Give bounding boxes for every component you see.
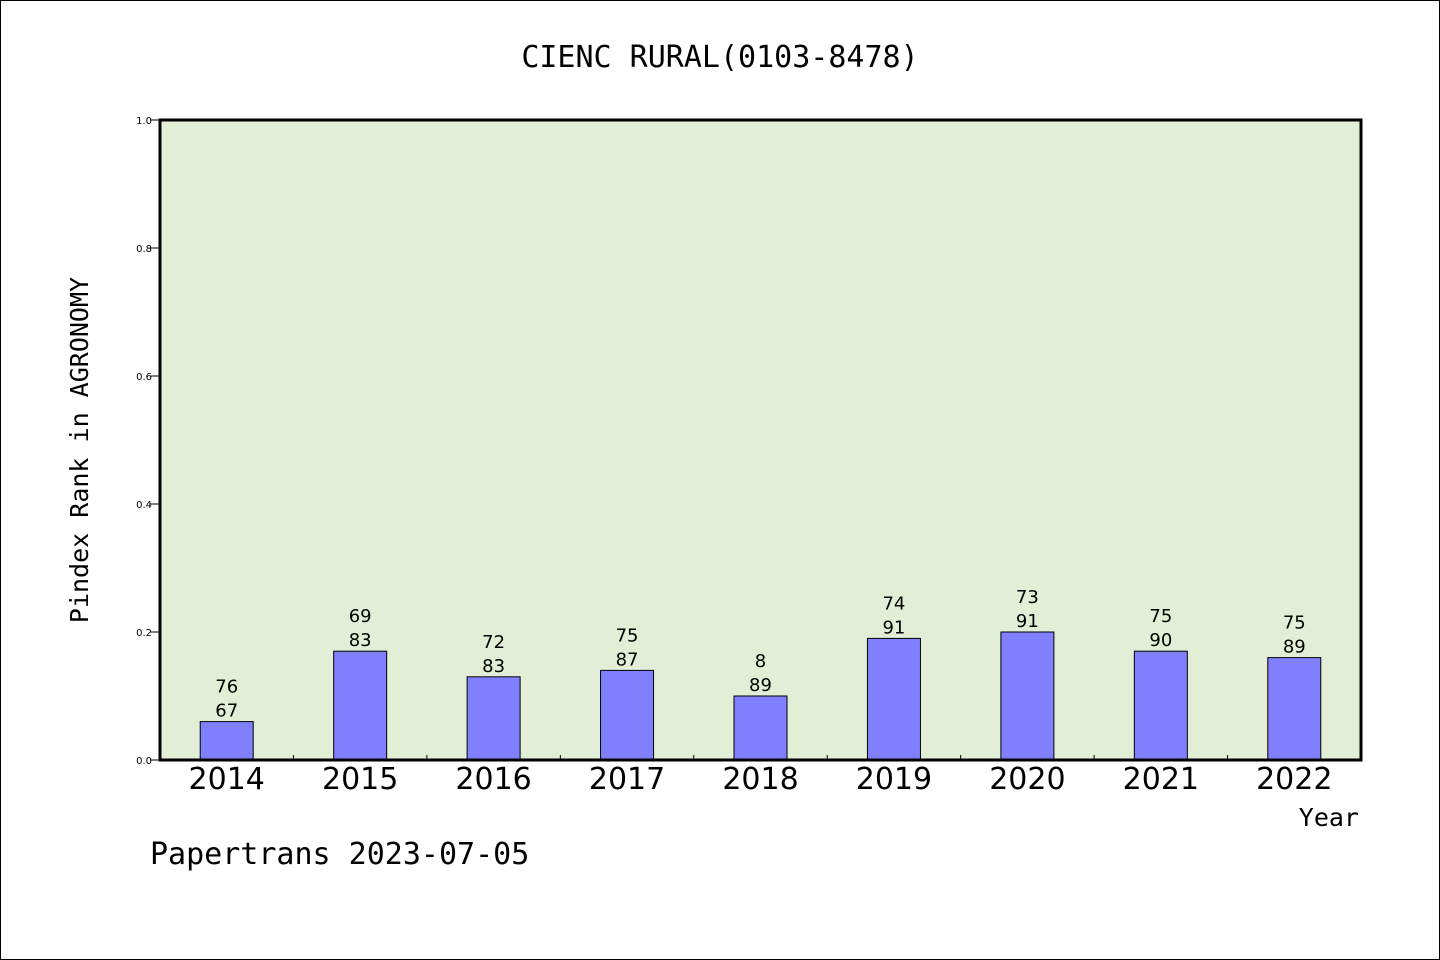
x-tick-label: 2017 <box>589 762 665 797</box>
bars: 76 67 69 83 72 83 75 87 8 89 74 91 73 91 75 90 75 89 <box>199 587 1322 761</box>
footer-text: Papertrans 2023-07-05 <box>150 837 529 872</box>
bar-label-top: 74 <box>882 593 905 614</box>
plot-border <box>158 118 1363 762</box>
bar-label-bottom: 91 <box>882 617 905 638</box>
bar-label-top: 75 <box>1149 606 1172 627</box>
bar-label-top: 8 <box>755 651 766 672</box>
bar-label-bottom: 90 <box>1149 630 1172 651</box>
bar-label-bottom: 89 <box>1283 637 1306 658</box>
y-tick-label: 0.2 <box>136 628 152 639</box>
bar <box>733 695 788 761</box>
x-tick-label: 2014 <box>189 762 265 797</box>
bar <box>1000 631 1055 761</box>
bar <box>466 676 521 761</box>
x-tick-label: 2021 <box>1123 762 1199 797</box>
bar-label-bottom: 89 <box>749 675 772 696</box>
bar-label-top: 73 <box>1016 587 1039 608</box>
y-tick-label: 1.0 <box>136 116 152 127</box>
bar <box>600 669 655 761</box>
x-tick-label: 2020 <box>989 762 1065 797</box>
bar-label-top: 72 <box>482 632 505 653</box>
bar-label-bottom: 83 <box>349 630 372 651</box>
x-axis-ticks: 2014 2015 2016 2017 2018 2019 2020 2021 2022 <box>189 755 1332 797</box>
bar <box>1267 657 1322 761</box>
bar-label-bottom: 67 <box>215 701 238 722</box>
bar <box>866 637 921 761</box>
y-axis-ticks: 0.0 0.2 0.4 0.6 0.8 1.0 <box>136 116 160 767</box>
y-tick-label: 0.6 <box>136 372 152 383</box>
x-tick-label: 2018 <box>722 762 798 797</box>
x-tick-label: 2016 <box>455 762 531 797</box>
bar-label-bottom: 87 <box>616 649 639 670</box>
bar <box>333 650 388 761</box>
bar-label-top: 69 <box>349 606 372 627</box>
bar-label-top: 75 <box>616 625 639 646</box>
bar <box>1133 650 1188 761</box>
bar-label-bottom: 91 <box>1016 611 1039 632</box>
y-tick-label: 0.4 <box>136 500 152 511</box>
y-tick-label: 0.0 <box>136 756 152 767</box>
bar-label-top: 76 <box>215 677 238 698</box>
bar <box>199 721 254 761</box>
x-tick-label: 2015 <box>322 762 398 797</box>
y-axis-label: Pindex Rank in AGRONOMY <box>65 277 94 623</box>
x-axis-label: Year <box>1299 803 1359 832</box>
y-tick-label: 0.8 <box>136 244 152 255</box>
x-tick-label: 2019 <box>856 762 932 797</box>
bar-label-top: 75 <box>1283 613 1306 634</box>
chart-title: CIENC RURAL(0103-8478) <box>521 40 918 75</box>
bar-label-bottom: 83 <box>482 656 505 677</box>
x-tick-label: 2022 <box>1256 762 1332 797</box>
